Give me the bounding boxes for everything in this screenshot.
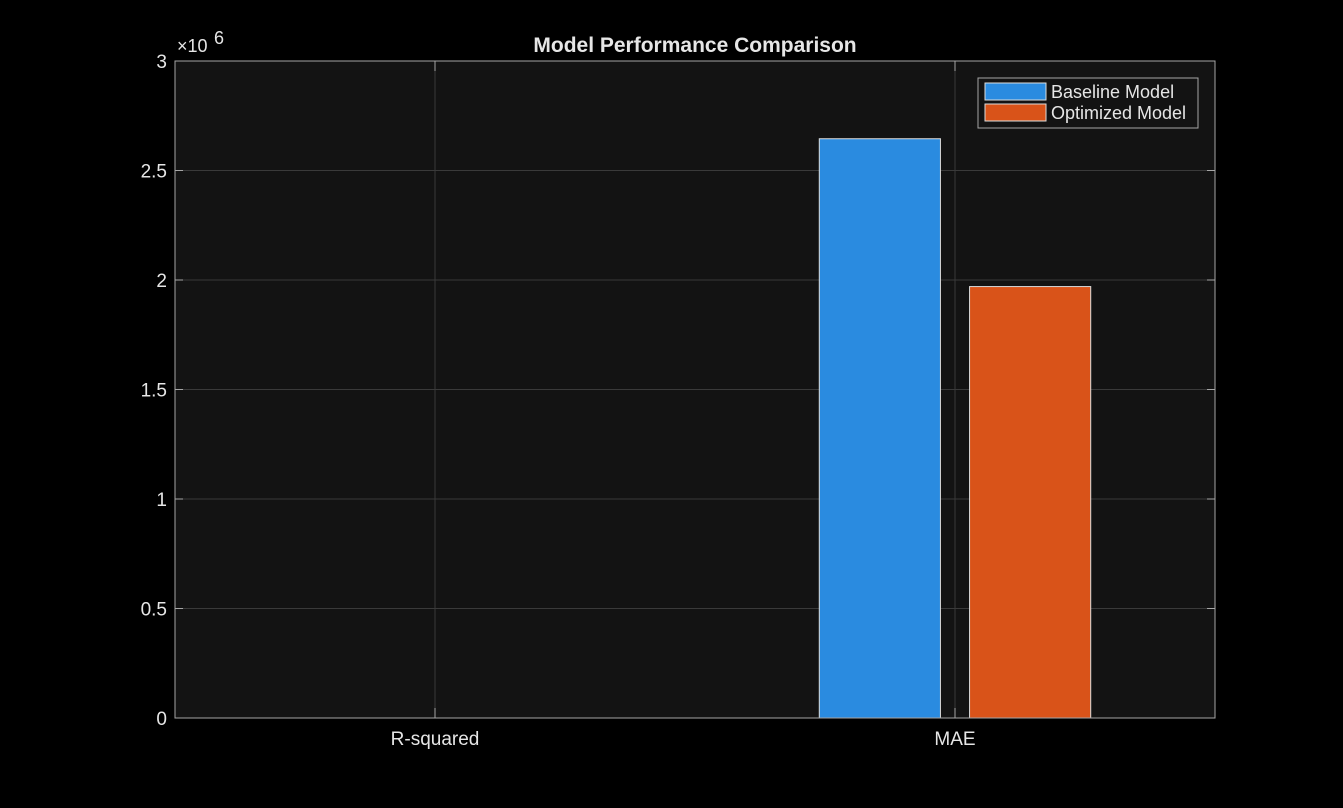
x-tick-label: MAE [934, 729, 975, 750]
y-tick-label: 1.5 [141, 381, 167, 402]
bar-baseline-model-mae [818, 138, 941, 719]
axis-ticks: 0 0.5 1 1.5 2 2.5 3 R-squared MAE [141, 52, 1215, 750]
y-axis-exponent-label: ×10 6 [177, 28, 224, 56]
legend-label: Optimized Model [1051, 103, 1186, 123]
y-tick-label: 0.5 [141, 600, 167, 621]
bars [818, 138, 1092, 719]
y-tick-label: 2 [156, 271, 167, 292]
chart-title: Model Performance Comparison [533, 34, 856, 57]
y-tick-label: 2.5 [141, 162, 167, 183]
y-exponent-power: 6 [214, 28, 224, 48]
legend-swatch [984, 103, 1047, 122]
legend-label: Baseline Model [1051, 82, 1174, 102]
y-tick-label: 0 [156, 709, 167, 730]
legend-swatch [984, 82, 1047, 101]
y-tick-label: 3 [156, 52, 167, 73]
y-exponent-base: ×10 [177, 36, 208, 56]
bar-optimized-model-mae [969, 286, 1092, 719]
x-tick-label: R-squared [391, 729, 480, 750]
y-tick-label: 1 [156, 490, 167, 511]
